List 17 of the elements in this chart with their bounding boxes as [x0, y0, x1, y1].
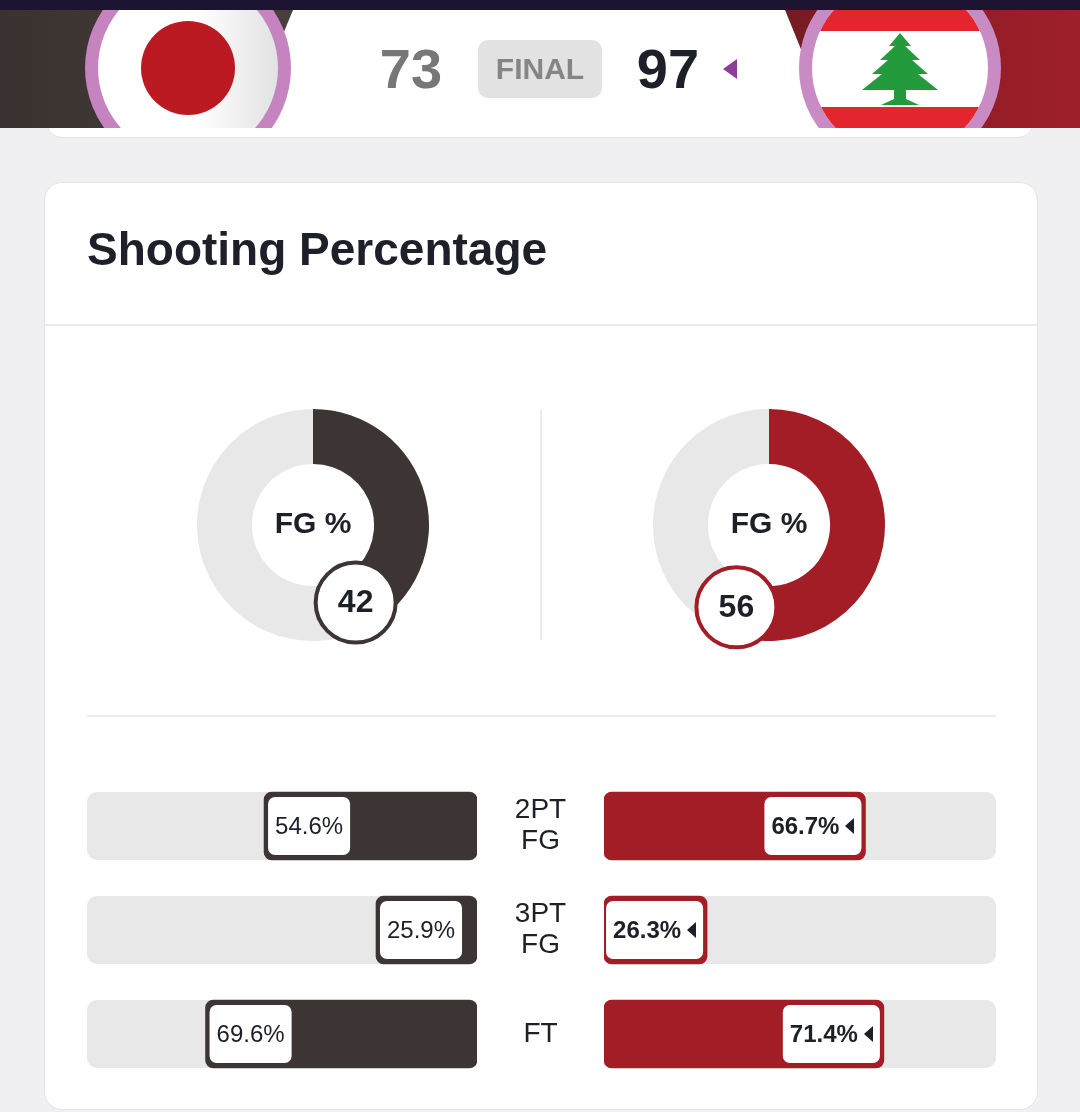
y-tick-label: 3PT FG: [514, 897, 567, 960]
data-label: 56: [718, 588, 755, 625]
text: 97: [636, 37, 700, 100]
data-label: 54.6%: [275, 811, 344, 839]
text: 73: [379, 37, 443, 100]
data-label: 42: [337, 583, 374, 620]
text: Shooting Percentage: [87, 223, 548, 275]
y-tick-label: FT: [523, 1016, 558, 1048]
data-label: 66.7%: [771, 811, 840, 839]
text: FG %: [274, 506, 352, 540]
data-label: 69.6%: [216, 1019, 285, 1047]
text: FINAL: [478, 40, 602, 98]
y-tick-label: 2PT FG: [514, 793, 567, 856]
text: FG %: [730, 506, 808, 540]
data-label: 26.3%: [613, 915, 682, 943]
data-label: 25.9%: [386, 915, 456, 943]
data-label: 71.4%: [789, 1019, 858, 1047]
